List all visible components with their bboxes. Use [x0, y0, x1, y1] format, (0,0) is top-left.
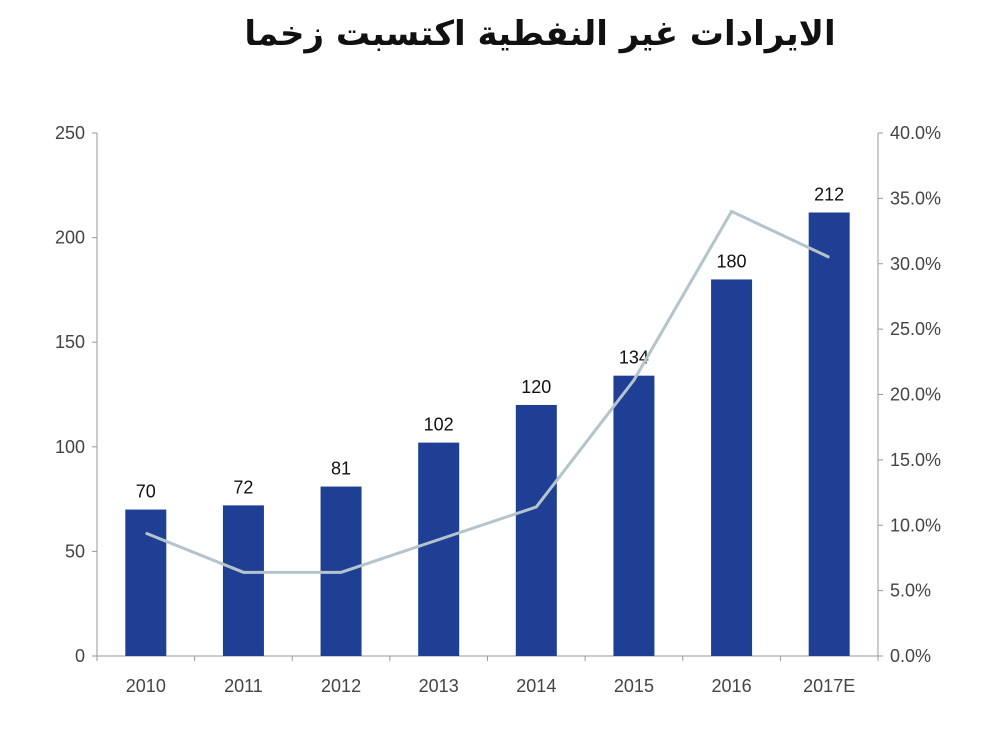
- data-label: 72: [233, 477, 253, 497]
- bar-2015: [613, 375, 655, 656]
- right-tick-label: 20.0%: [890, 385, 941, 405]
- growth-point-2011: [242, 571, 244, 573]
- left-tick-label: 150: [55, 332, 85, 352]
- data-label: 180: [717, 251, 747, 271]
- data-label: 81: [331, 459, 351, 479]
- growth-point-2010: [145, 532, 147, 534]
- right-tick-label: 15.0%: [890, 450, 941, 470]
- x-tick-label: 2014: [516, 676, 556, 696]
- bar-2010: [125, 509, 167, 656]
- growth-point-2013: [438, 539, 440, 541]
- left-tick-label: 200: [55, 228, 85, 248]
- bar-2011: [222, 505, 264, 656]
- x-tick-label: 2012: [321, 676, 361, 696]
- right-tick-label: 30.0%: [890, 254, 941, 274]
- data-label: 212: [814, 184, 844, 204]
- data-label: 70: [136, 482, 156, 502]
- x-tick-label: 2015: [614, 676, 654, 696]
- chart-title: الايرادات غير النفطية اكتسبت زخما: [244, 14, 836, 54]
- left-tick-label: 100: [55, 437, 85, 457]
- growth-point-2015: [633, 379, 635, 381]
- growth-point-2012: [340, 571, 342, 573]
- growth-point-2017E: [828, 256, 830, 258]
- right-tick-label: 40.0%: [890, 123, 941, 143]
- x-tick-label: 2017E: [803, 676, 855, 696]
- right-tick-label: 35.0%: [890, 188, 941, 208]
- right-tick-label: 10.0%: [890, 515, 941, 535]
- growth-point-2014: [535, 506, 537, 508]
- right-tick-label: 25.0%: [890, 319, 941, 339]
- right-tick-label: 0.0%: [890, 646, 931, 666]
- left-tick-label: 250: [55, 123, 85, 143]
- data-label: 134: [619, 348, 649, 368]
- data-label: 120: [521, 377, 551, 397]
- left-tick-label: 50: [65, 541, 85, 561]
- growth-line: [145, 209, 830, 574]
- bar-2017E: [808, 212, 850, 656]
- x-tick-label: 2016: [712, 676, 752, 696]
- left-tick-label: 0: [75, 646, 85, 666]
- bar-2013: [418, 442, 460, 656]
- x-tick-label: 2013: [419, 676, 459, 696]
- right-tick-label: 5.0%: [890, 581, 931, 601]
- bar-2016: [711, 279, 753, 656]
- x-tick-label: 2011: [224, 676, 263, 696]
- bar-2014: [515, 404, 557, 656]
- data-label: 102: [424, 415, 454, 435]
- x-tick-label: 2010: [126, 676, 166, 696]
- growth-point-2016: [731, 210, 733, 212]
